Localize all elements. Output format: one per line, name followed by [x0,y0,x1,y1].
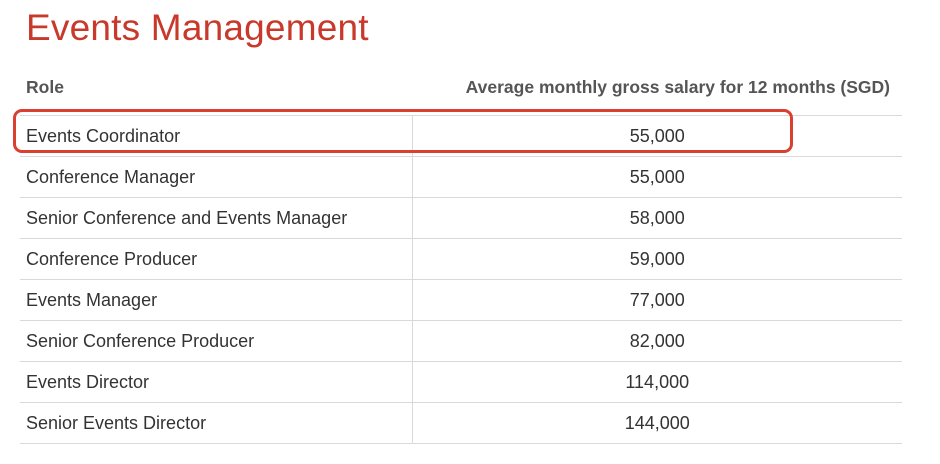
role-cell: Events Manager [20,279,413,321]
role-cell: Events Director [20,361,413,403]
role-cell: Senior Conference and Events Manager [20,197,413,239]
salary-cell: 55,000 [412,115,902,157]
table-row: Senior Conference and Events Manager 58,… [20,197,902,239]
column-header-role: Role [20,59,412,116]
table-row: Events Director 114,000 [20,361,902,403]
table-row: Conference Manager 55,000 [20,156,902,198]
salary-cell: 144,000 [412,402,902,444]
table-row: Events Manager 77,000 [20,279,902,321]
column-header-salary: Average monthly gross salary for 12 mont… [412,59,902,116]
role-cell: Events Coordinator [20,115,413,157]
salary-cell: 114,000 [412,361,902,403]
role-cell: Senior Conference Producer [20,320,413,362]
salary-cell: 82,000 [412,320,902,362]
table-row: Senior Events Director 144,000 [20,402,902,444]
salary-cell: 77,000 [412,279,902,321]
table-row: Senior Conference Producer 82,000 [20,320,902,362]
salary-cell: 59,000 [412,238,902,280]
salary-cell: 58,000 [412,197,902,239]
role-cell: Senior Events Director [20,402,413,444]
table-row: Conference Producer 59,000 [20,238,902,280]
salary-table: Role Average monthly gross salary for 12… [20,59,902,444]
salary-cell: 55,000 [412,156,902,198]
table-row: Events Coordinator 55,000 [20,115,902,157]
role-cell: Conference Manager [20,156,413,198]
role-cell: Conference Producer [20,238,413,280]
page-title: Events Management [26,7,369,48]
table-header-row: Role Average monthly gross salary for 12… [20,59,902,116]
